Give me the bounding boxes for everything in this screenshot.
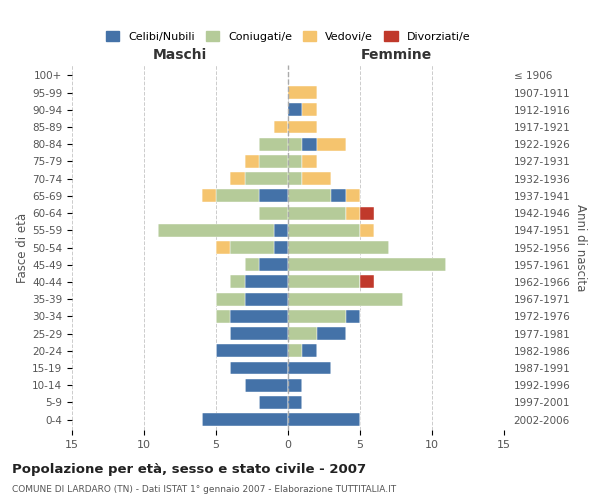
Text: Femmine: Femmine: [361, 48, 431, 62]
Bar: [245, 292, 288, 306]
Bar: [245, 258, 259, 271]
Bar: [317, 327, 346, 340]
Bar: [259, 206, 288, 220]
Text: Maschi: Maschi: [153, 48, 207, 62]
Bar: [288, 258, 446, 271]
Y-axis label: Fasce di età: Fasce di età: [16, 212, 29, 282]
Bar: [274, 241, 288, 254]
Bar: [230, 276, 245, 288]
Bar: [259, 155, 288, 168]
Bar: [360, 224, 374, 236]
Bar: [346, 190, 360, 202]
Bar: [288, 379, 302, 392]
Bar: [288, 190, 331, 202]
Y-axis label: Anni di nascita: Anni di nascita: [574, 204, 587, 291]
Bar: [230, 327, 288, 340]
Bar: [216, 292, 245, 306]
Bar: [288, 292, 403, 306]
Legend: Celibi/Nubili, Coniugati/e, Vedovi/e, Divorziati/e: Celibi/Nubili, Coniugati/e, Vedovi/e, Di…: [101, 27, 475, 46]
Bar: [288, 206, 346, 220]
Bar: [346, 310, 360, 323]
Bar: [216, 190, 259, 202]
Bar: [302, 172, 331, 185]
Bar: [288, 413, 360, 426]
Bar: [230, 172, 245, 185]
Bar: [259, 190, 288, 202]
Bar: [245, 379, 288, 392]
Bar: [259, 258, 288, 271]
Text: Popolazione per età, sesso e stato civile - 2007: Popolazione per età, sesso e stato civil…: [12, 462, 366, 475]
Bar: [288, 327, 317, 340]
Bar: [230, 241, 274, 254]
Bar: [288, 224, 360, 236]
Bar: [288, 86, 317, 99]
Bar: [158, 224, 274, 236]
Bar: [302, 344, 317, 358]
Bar: [259, 138, 288, 150]
Bar: [346, 206, 360, 220]
Bar: [288, 120, 317, 134]
Bar: [288, 362, 331, 374]
Bar: [230, 310, 288, 323]
Bar: [259, 396, 288, 409]
Bar: [288, 344, 302, 358]
Bar: [317, 138, 346, 150]
Bar: [288, 276, 360, 288]
Bar: [230, 362, 288, 374]
Bar: [302, 104, 317, 116]
Bar: [302, 155, 317, 168]
Bar: [216, 344, 288, 358]
Bar: [245, 155, 259, 168]
Text: COMUNE DI LARDARO (TN) - Dati ISTAT 1° gennaio 2007 - Elaborazione TUTTITALIA.IT: COMUNE DI LARDARO (TN) - Dati ISTAT 1° g…: [12, 485, 396, 494]
Bar: [288, 310, 346, 323]
Bar: [245, 172, 288, 185]
Bar: [216, 310, 230, 323]
Bar: [302, 138, 317, 150]
Bar: [288, 138, 302, 150]
Bar: [360, 276, 374, 288]
Bar: [331, 190, 346, 202]
Bar: [288, 241, 389, 254]
Bar: [202, 413, 288, 426]
Bar: [245, 276, 288, 288]
Bar: [288, 172, 302, 185]
Bar: [216, 241, 230, 254]
Bar: [288, 104, 302, 116]
Bar: [360, 206, 374, 220]
Bar: [274, 224, 288, 236]
Bar: [202, 190, 216, 202]
Bar: [288, 396, 302, 409]
Bar: [288, 155, 302, 168]
Bar: [274, 120, 288, 134]
